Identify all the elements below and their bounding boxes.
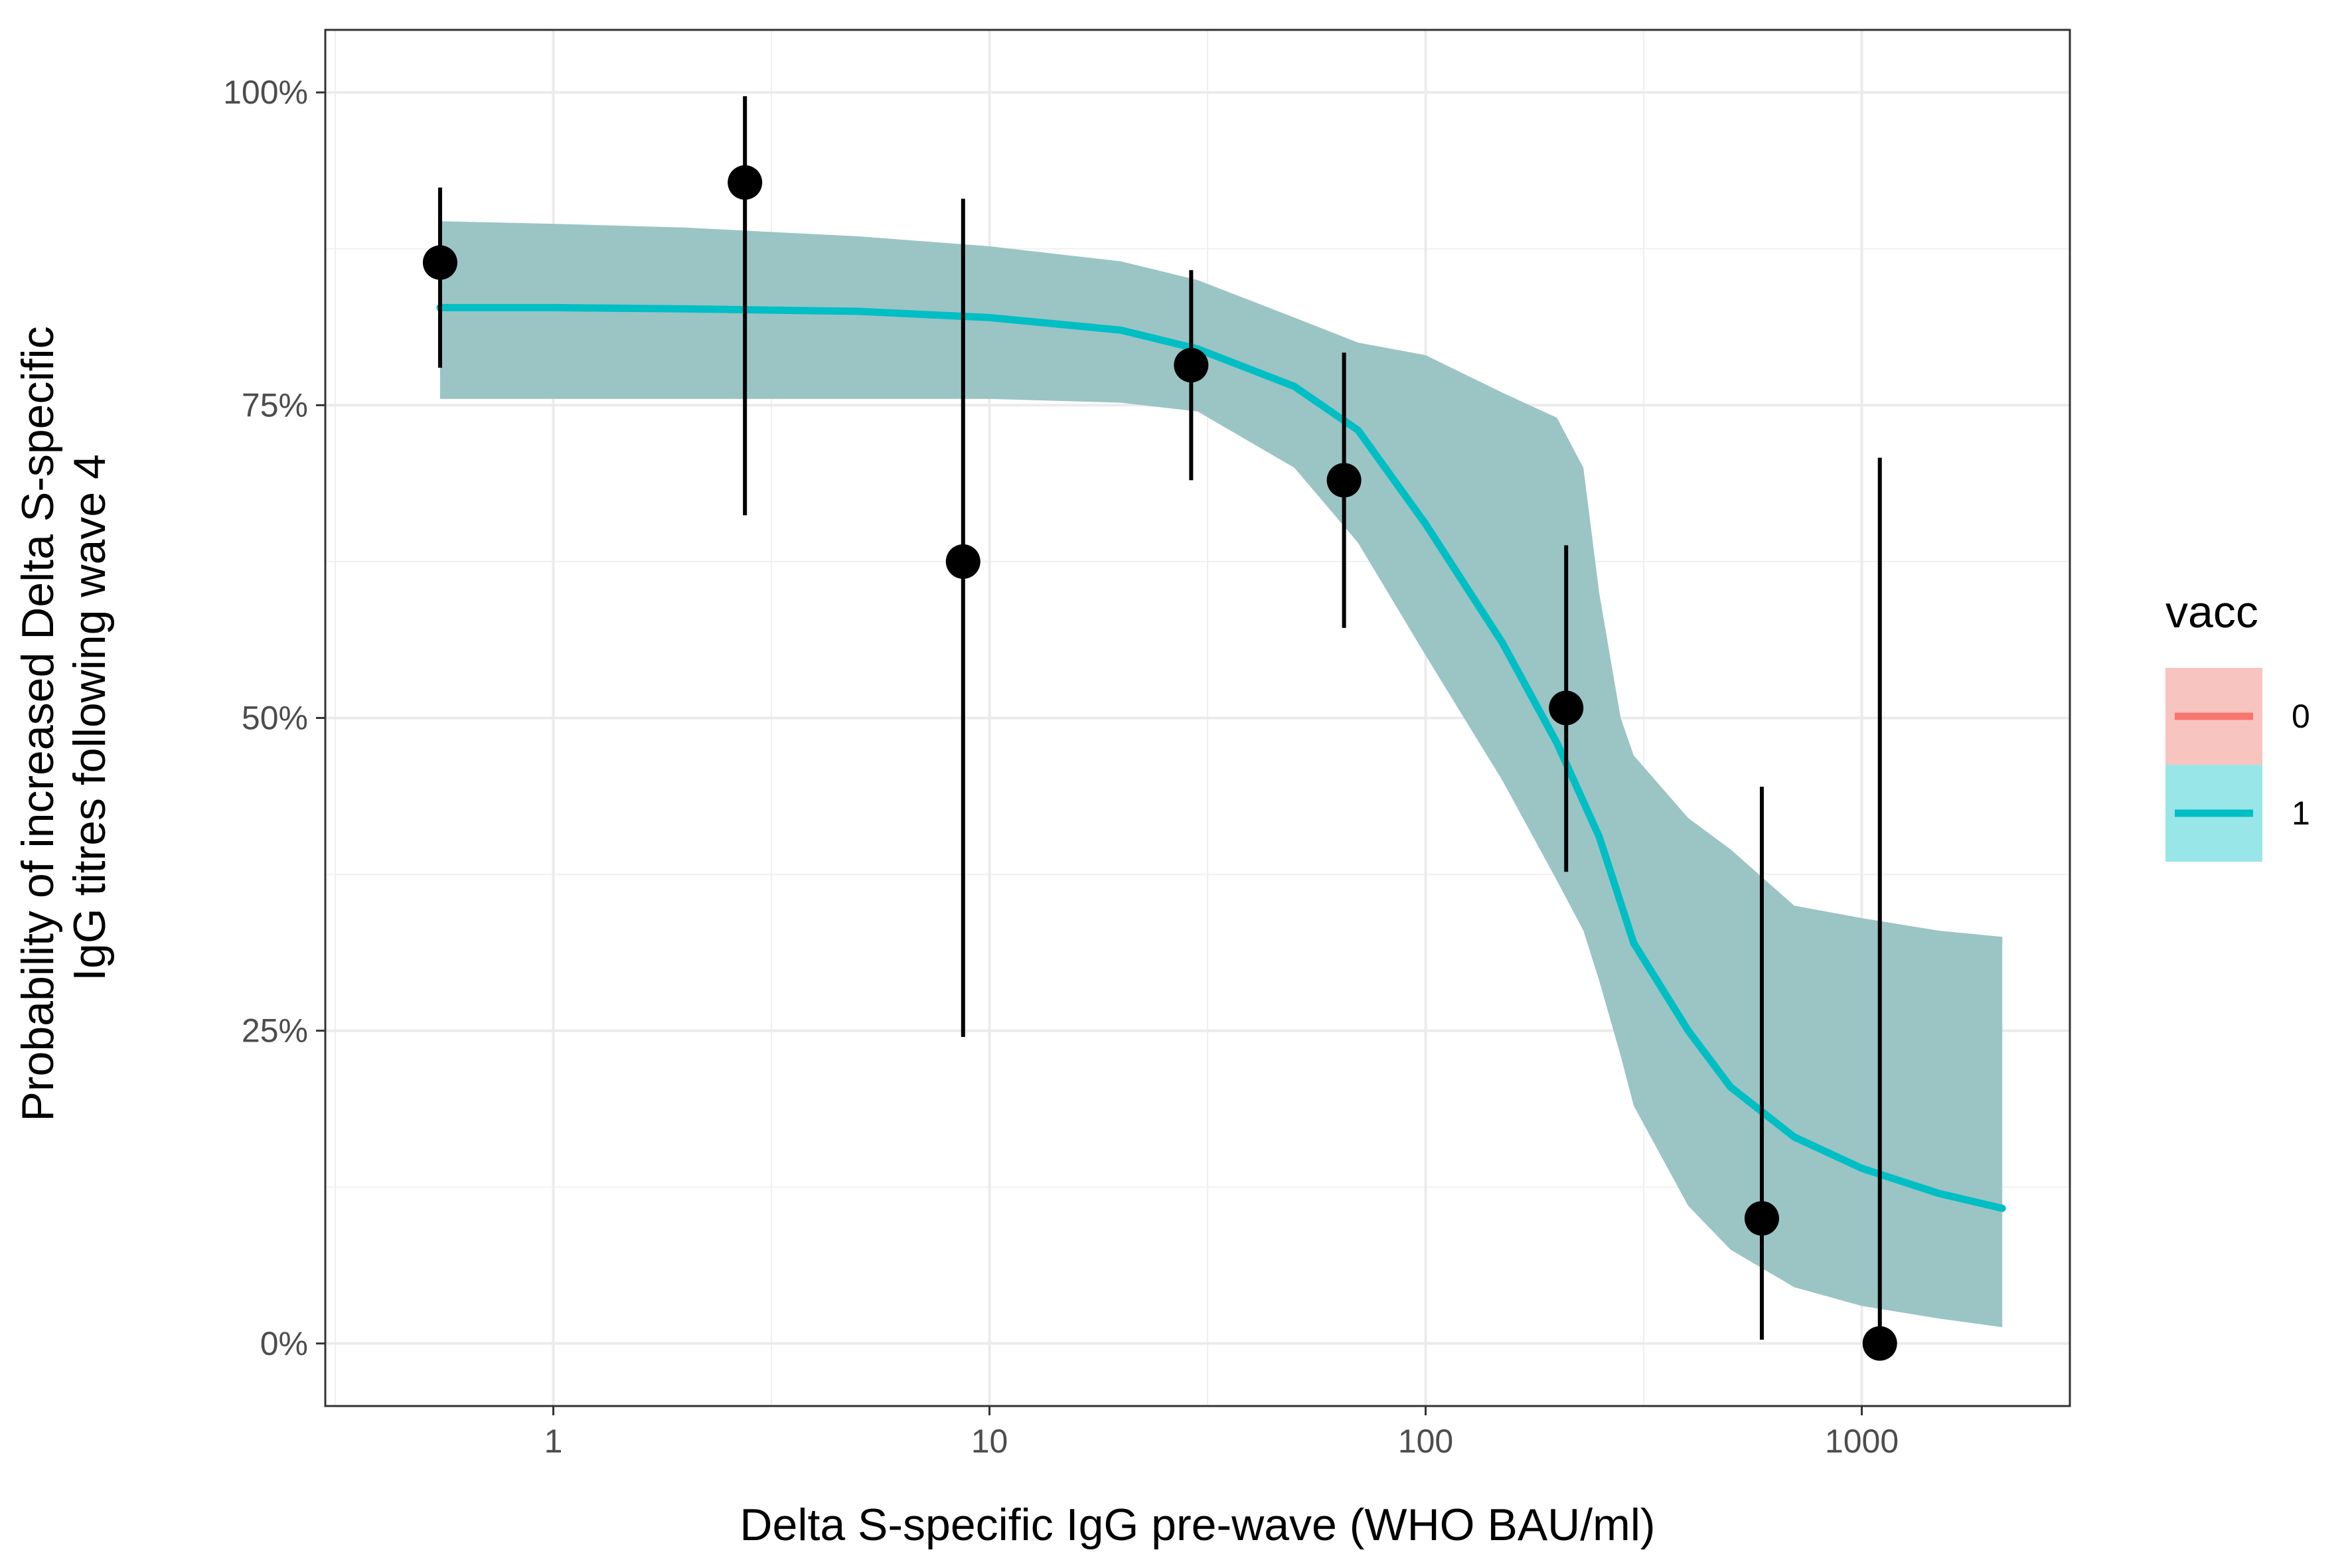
y-tick-label: 100% (223, 74, 308, 111)
data-point (946, 544, 980, 579)
legend-label-1: 1 (2292, 795, 2310, 832)
y-tick-label: 0% (260, 1325, 308, 1362)
x-tick-label: 10 (971, 1423, 1008, 1460)
legend-title: vacc (2165, 587, 2258, 637)
y-tick-label: 25% (242, 1012, 308, 1050)
data-point (1327, 463, 1362, 497)
y-axis-title-line-1: Probability of increased Delta S-specifi… (13, 326, 63, 1121)
legend-label-0: 0 (2292, 698, 2310, 735)
x-tick-label: 100 (1398, 1423, 1453, 1460)
data-point (1863, 1326, 1897, 1361)
data-point (1174, 348, 1208, 382)
y-axis-title-line-2: IgG titres following wave 4 (64, 454, 115, 981)
data-point (728, 165, 762, 200)
data-point (423, 246, 457, 280)
x-tick-label: 1000 (1825, 1423, 1899, 1460)
y-tick-label: 75% (242, 386, 308, 424)
y-tick-label: 50% (242, 700, 308, 737)
x-tick-label: 1 (544, 1423, 563, 1460)
data-point (1745, 1201, 1779, 1235)
x-axis-title: Delta S-specific IgG pre-wave (WHO BAU/m… (740, 1500, 1655, 1550)
data-point (1549, 690, 1583, 725)
